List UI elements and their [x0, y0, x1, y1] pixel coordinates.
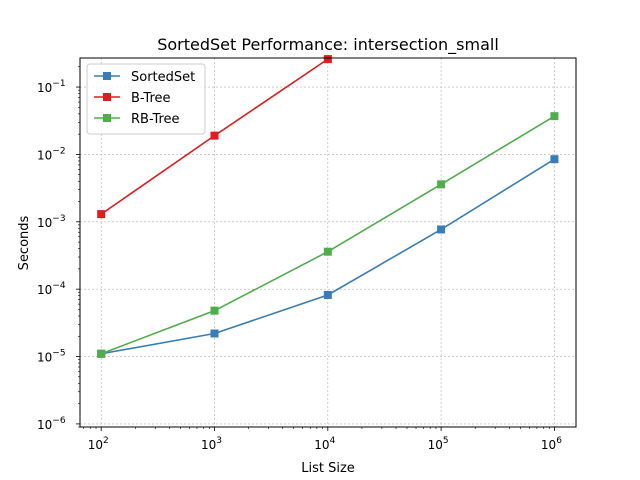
data-point-rb-tree [97, 349, 106, 358]
y-tick-label: 10−1 [37, 79, 66, 95]
y-tick-label: 10−6 [37, 416, 66, 432]
data-point-rb-tree [210, 306, 219, 315]
y-tick-label: 10−2 [37, 146, 66, 162]
data-point-rb-tree [323, 247, 332, 256]
chart-title: SortedSet Performance: intersection_smal… [157, 35, 499, 55]
data-point-b-tree [210, 131, 219, 140]
legend-marker [103, 114, 111, 122]
y-axis: 10−6 10−5 10−4 10−3 10−2 10−1 [37, 66, 80, 432]
legend: SortedSet B-Tree RB-Tree [86, 63, 206, 135]
legend-label: SortedSet [131, 70, 195, 85]
series-layer [97, 55, 559, 358]
legend-label: B-Tree [131, 91, 171, 106]
x-tick-label: 105 [428, 436, 449, 452]
legend-marker [103, 93, 111, 101]
legend-marker [103, 72, 111, 80]
data-point-sortedset [437, 225, 446, 234]
data-point-rb-tree [550, 112, 559, 121]
data-point-b-tree [323, 55, 332, 64]
y-tick-label: 10−3 [37, 214, 66, 230]
x-axis-label: List Size [301, 461, 355, 476]
y-tick-label: 10−5 [37, 349, 66, 365]
data-point-rb-tree [437, 180, 446, 189]
x-tick-label: 103 [201, 436, 222, 452]
legend-box [86, 63, 206, 135]
x-tick-label: 104 [314, 436, 335, 452]
data-point-sortedset [323, 290, 332, 299]
y-tick-label: 10−4 [37, 281, 66, 297]
data-point-b-tree [97, 210, 106, 219]
legend-label: RB-Tree [131, 112, 180, 127]
x-axis: 102 103 104 105 106 [83, 427, 562, 452]
y-axis-label: Seconds [17, 215, 32, 270]
x-tick-label: 106 [541, 436, 562, 452]
x-tick-label: 102 [88, 436, 109, 452]
data-point-sortedset [210, 329, 219, 338]
data-point-sortedset [550, 155, 559, 164]
